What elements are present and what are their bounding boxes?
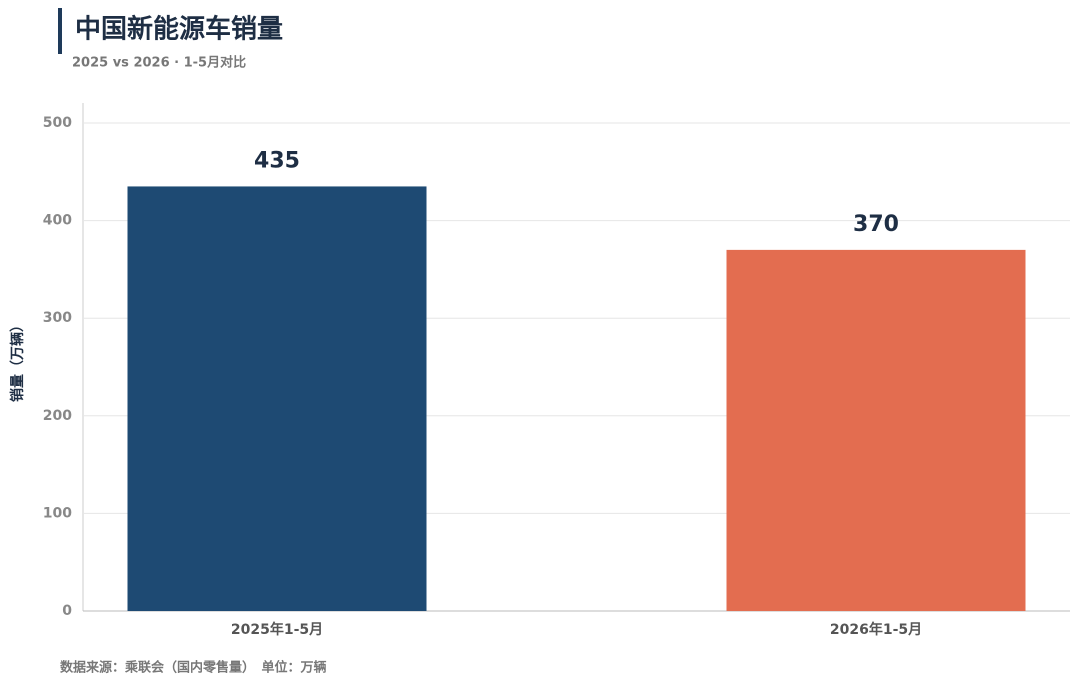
y-tick-label: 200 — [43, 408, 72, 424]
x-tick-label: 2026年1-5月 — [830, 621, 922, 638]
y-tick-label: 500 — [43, 115, 72, 131]
bar — [127, 186, 427, 611]
value-label: 435 — [254, 148, 300, 173]
y-tick-label: 100 — [43, 505, 72, 521]
title-accent — [58, 8, 62, 54]
bar — [726, 249, 1026, 611]
footer: 数据来源：乘联会（国内零售量） 单位：万辆 — [60, 660, 327, 676]
chart-title: 中国新能源车销量 — [75, 14, 283, 45]
chart-subtitle: 2025 vs 2026 · 1-5月对比 — [72, 55, 246, 71]
y-tick-label: 400 — [43, 213, 72, 229]
value-label: 370 — [853, 212, 899, 237]
y-tick-label: 300 — [43, 310, 72, 326]
y-tick-label: 0 — [62, 603, 72, 619]
x-tick-label: 2025年1-5月 — [231, 621, 323, 638]
y-axis-label: 销量（万辆） — [9, 318, 26, 402]
